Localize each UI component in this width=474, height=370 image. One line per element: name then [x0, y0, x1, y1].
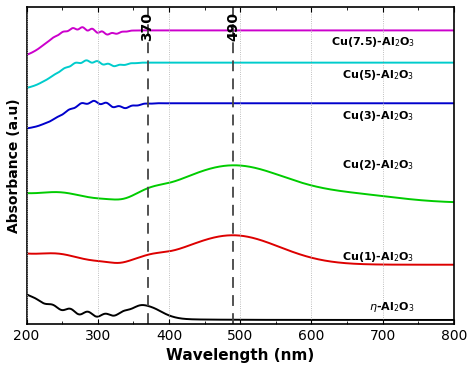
Text: Cu(2)-Al$_2$O$_3$: Cu(2)-Al$_2$O$_3$	[343, 158, 415, 172]
X-axis label: Wavelength (nm): Wavelength (nm)	[166, 348, 314, 363]
Text: Cu(1)-Al$_2$O$_3$: Cu(1)-Al$_2$O$_3$	[343, 250, 415, 264]
Text: 490: 490	[226, 13, 240, 41]
Text: Cu(3)-Al$_2$O$_3$: Cu(3)-Al$_2$O$_3$	[343, 108, 415, 122]
Y-axis label: Absorbance (a.u): Absorbance (a.u)	[7, 98, 21, 233]
Text: Cu(7.5)-Al$_2$O$_3$: Cu(7.5)-Al$_2$O$_3$	[330, 35, 415, 49]
Text: $\eta$-Al$_2$O$_3$: $\eta$-Al$_2$O$_3$	[369, 300, 415, 314]
Text: 370: 370	[141, 13, 155, 41]
Text: Cu(5)-Al$_2$O$_3$: Cu(5)-Al$_2$O$_3$	[343, 68, 415, 82]
